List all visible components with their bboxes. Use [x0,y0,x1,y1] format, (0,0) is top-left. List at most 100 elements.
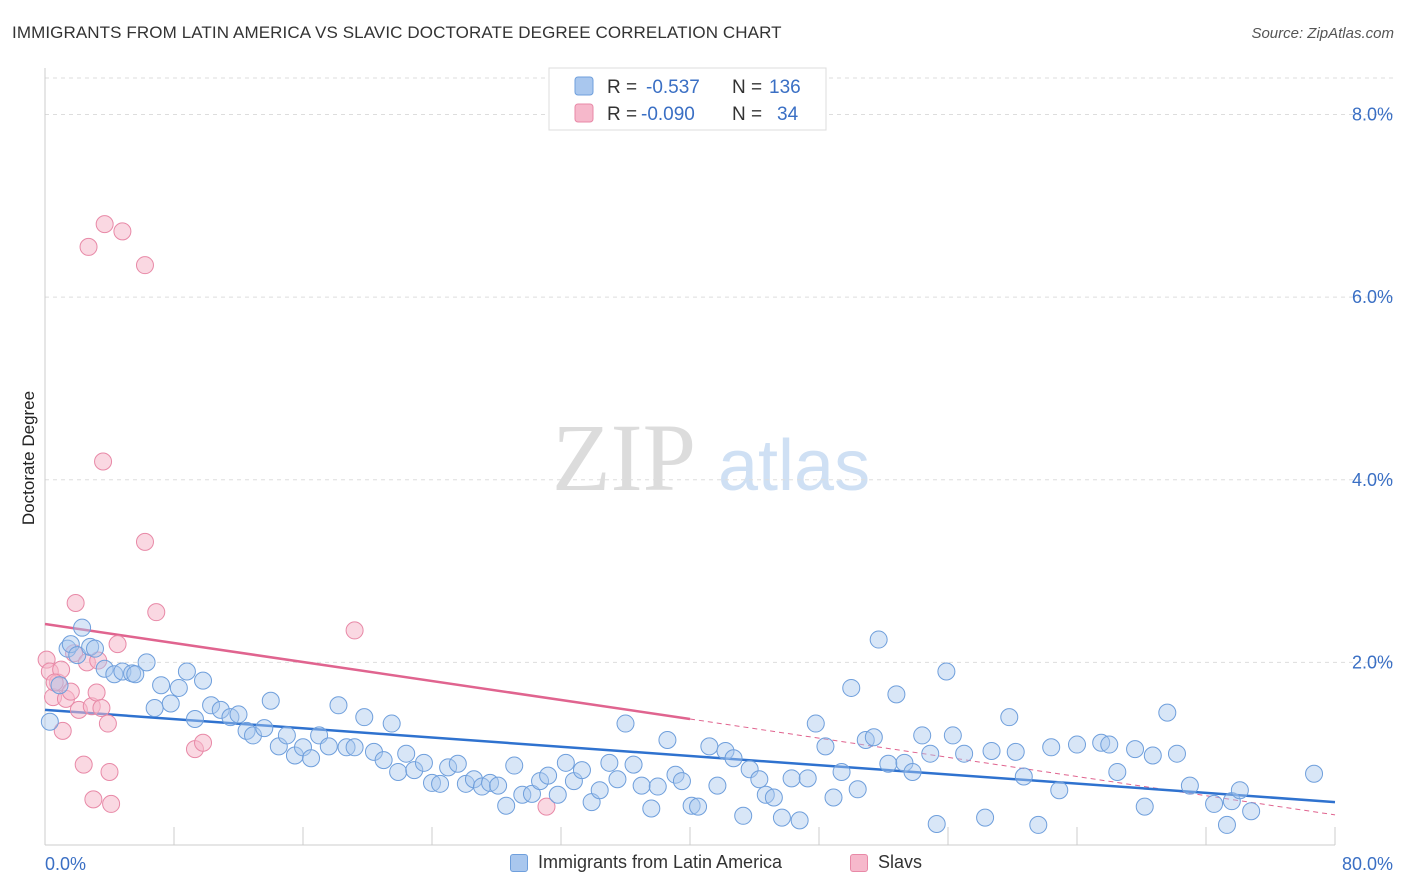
latin-america-point [913,726,932,745]
latin-america-point [824,788,843,807]
y-tick-labels: 2.0% 4.0% 6.0% 8.0% [1352,105,1393,673]
latin-america-point [672,772,691,791]
bottom-legend-label-1: Immigrants from Latin America [538,852,783,872]
latin-america-point [244,726,263,745]
latin-america-point [1158,703,1177,722]
latin-america-point [345,738,364,757]
slavs-point [135,256,154,275]
latin-america-point [869,630,888,649]
legend-r-value-2: -0.090 [641,104,695,125]
latin-america-point [1029,815,1048,834]
latin-america-point [600,753,619,772]
latin-america-point [1242,802,1261,821]
latin-america-point [816,737,835,756]
latin-america-point [740,760,759,779]
latin-america-point [955,744,974,763]
latin-america-point [1042,738,1061,757]
latin-america-point [439,758,458,777]
legend-swatch-pink [574,103,594,123]
bottom-swatch-blue [510,853,528,872]
latin-america-point [879,754,898,773]
latin-america-point [522,784,541,803]
latin-america-point [405,761,424,780]
slavs-point [66,594,85,613]
latin-america-point [489,776,508,795]
latin-america-point [700,737,719,756]
slavs-trend-line [44,622,691,721]
latin-america-point [1205,794,1224,813]
bottom-legend-label-2: Slavs [878,852,923,872]
latin-america-point [237,721,256,740]
x-tick-label: 0.0% [45,854,86,874]
y-tick-label: 8.0% [1352,105,1393,125]
slavs-point [98,714,117,733]
bottom-legend-latin-america: Immigrants from Latin America [510,852,782,873]
latin-america-point [255,719,274,738]
slavs-point [61,682,80,701]
latin-america-point [848,780,867,799]
latin-america-trend-line [44,708,1336,804]
latin-america-point [161,694,180,713]
latin-america-point [302,749,321,768]
slavs-point [108,635,127,654]
latin-america-point [689,797,708,816]
latin-america-point [202,696,221,715]
latin-america-point [1167,744,1186,763]
y-axis-title: Doctorate Degree [19,391,38,525]
latin-america-point [648,777,667,796]
latin-america-point [73,618,92,637]
slavs-point [102,794,121,813]
legend-n-value-1: 136 [769,77,801,98]
latin-america-point [68,646,87,665]
latin-america-point [277,726,296,745]
latin-america-point [211,700,230,719]
x-tick-label: 80.0% [1342,854,1393,874]
latin-america-point [832,762,851,781]
latin-america-point [921,744,940,763]
latin-america-point [616,714,635,733]
legend-r-label-2: R = [607,104,637,125]
latin-america-point [448,754,467,773]
latin-america-point [608,770,627,789]
latin-america-point [1000,708,1019,727]
latin-america-point [126,665,145,684]
latin-america-point [329,696,348,715]
latin-america-point [976,808,995,827]
latin-america-point [590,781,609,800]
chart-title: IMMIGRANTS FROM LATIN AMERICA VS SLAVIC … [12,23,782,42]
slavs-point [537,797,556,816]
latin-america-point [374,751,393,770]
legend-n-value-2: 34 [777,104,799,125]
latin-america-point [95,659,114,678]
latin-america-point [764,788,783,807]
latin-america-point [624,755,643,774]
latin-america-point [194,671,213,690]
latin-america-point [632,776,651,795]
latin-america-point [382,714,401,733]
latin-america-point [319,737,338,756]
latin-america-point [137,653,156,672]
latin-america-point [548,785,567,804]
legend-n-label-2: N = [732,104,762,125]
latin-america-point [85,639,104,658]
slavs-point [135,532,154,551]
latin-america-point [1180,776,1199,795]
y-tick-label: 4.0% [1352,470,1393,490]
gridlines [45,77,1395,663]
latin-america-point [355,708,374,727]
legend-n-label-1: N = [732,77,762,98]
latin-america-point [40,712,59,731]
stats-legend: R = -0.537 N = 136 R = -0.090 N = 34 [548,67,827,131]
latin-america-point [513,785,532,804]
latin-america-point [887,685,906,704]
latin-america-point [1305,764,1324,783]
y-tick-label: 2.0% [1352,652,1393,672]
latin-america-point [724,749,743,768]
watermark: ZIP atlas [552,404,870,511]
latin-america-point [1014,767,1033,786]
latin-america-point [682,796,701,815]
slavs-point [194,733,213,752]
latin-america-point [642,799,661,818]
slavs-point [74,755,93,774]
